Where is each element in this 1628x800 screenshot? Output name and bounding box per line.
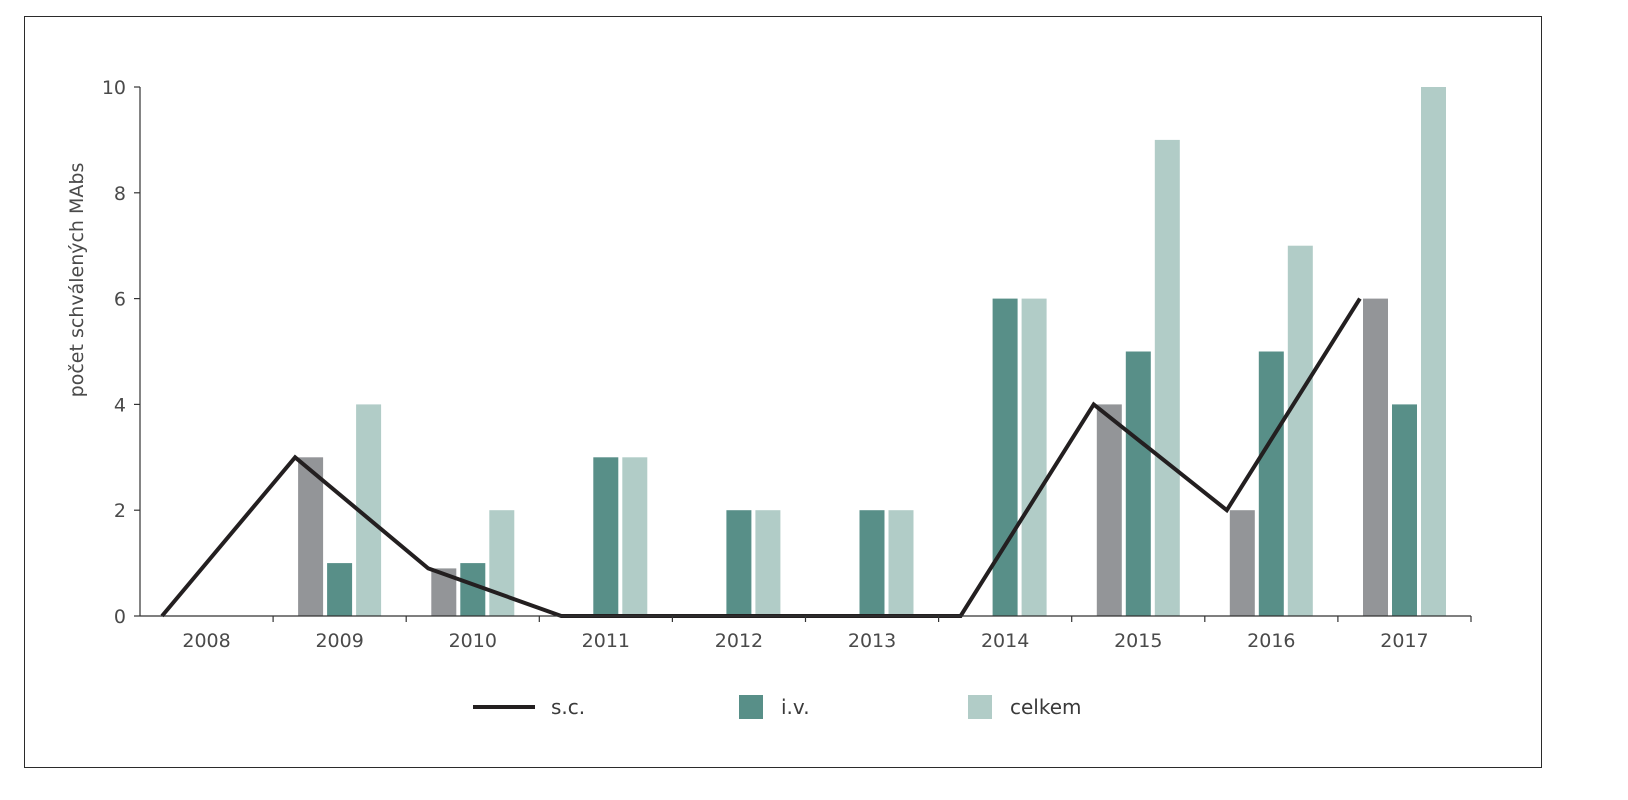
bar-celkem-2013	[888, 510, 914, 616]
x-tick-label-2009: 2009	[315, 630, 363, 652]
bar-iv-2016	[1258, 351, 1284, 616]
bar-celkem-2011	[622, 457, 648, 616]
bar-iv-2013	[859, 510, 885, 616]
bar-iv-2014	[992, 298, 1018, 616]
bar-celkem-2015	[1154, 139, 1180, 616]
x-tick-label-2017: 2017	[1380, 630, 1428, 652]
y-axis-label: počet schválených MAbs	[66, 163, 88, 398]
legend-swatch-celkem	[968, 695, 992, 719]
bar-iv-2015	[1125, 351, 1151, 616]
x-tick-label-2011: 2011	[582, 630, 630, 652]
x-tick-label-2010: 2010	[449, 630, 497, 652]
bar-iv-2009	[327, 563, 353, 616]
x-tick-label-2013: 2013	[848, 630, 896, 652]
x-tick-label-2014: 2014	[981, 630, 1029, 652]
y-tick-label-4: 4	[114, 394, 126, 416]
y-tick-label-2: 2	[114, 500, 126, 522]
y-tick-label-0: 0	[114, 606, 126, 628]
bars-layer	[298, 87, 1446, 616]
legend-label-sc: s.c.	[551, 695, 585, 719]
bar-series1-2016	[1229, 510, 1255, 616]
axes-layer: 0 2 4 6 8 10 2008 2009 2010 2011 2012 2013 2014 2015 2…	[102, 77, 1472, 652]
bar-iv-2012	[726, 510, 752, 616]
legend: s.c. i.v. celkem	[473, 695, 1082, 719]
bar-iv-2017	[1392, 404, 1417, 616]
legend-label-iv: i.v.	[781, 695, 810, 719]
bar-iv-2011	[593, 457, 619, 616]
bar-celkem-2014	[1021, 298, 1047, 616]
bar-celkem-2017	[1421, 87, 1446, 616]
x-tick-label-2012: 2012	[715, 630, 763, 652]
y-tick-label-8: 8	[114, 183, 126, 205]
legend-label-celkem: celkem	[1010, 695, 1082, 719]
bar-series1-2009	[298, 457, 324, 616]
chart-frame: 0 2 4 6 8 10 2008 2009 2010 2011 2012 2013 2014 2015 2…	[24, 16, 1542, 768]
x-tick-label-2016: 2016	[1247, 630, 1295, 652]
bar-celkem-2010	[489, 510, 515, 616]
x-tick-label-2008: 2008	[182, 630, 230, 652]
x-tick-label-2015: 2015	[1114, 630, 1162, 652]
bar-iv-2010	[460, 563, 486, 616]
bar-series1-2015	[1096, 404, 1122, 616]
bar-celkem-2016	[1287, 245, 1313, 616]
bar-celkem-2012	[755, 510, 781, 616]
y-tick-label-6: 6	[114, 289, 126, 311]
legend-swatch-iv	[739, 695, 763, 719]
y-tick-label-10: 10	[102, 77, 126, 99]
bar-line-chart: 0 2 4 6 8 10 2008 2009 2010 2011 2012 2013 2014 2015 2…	[66, 77, 1472, 719]
bar-series1-2017	[1363, 298, 1388, 616]
